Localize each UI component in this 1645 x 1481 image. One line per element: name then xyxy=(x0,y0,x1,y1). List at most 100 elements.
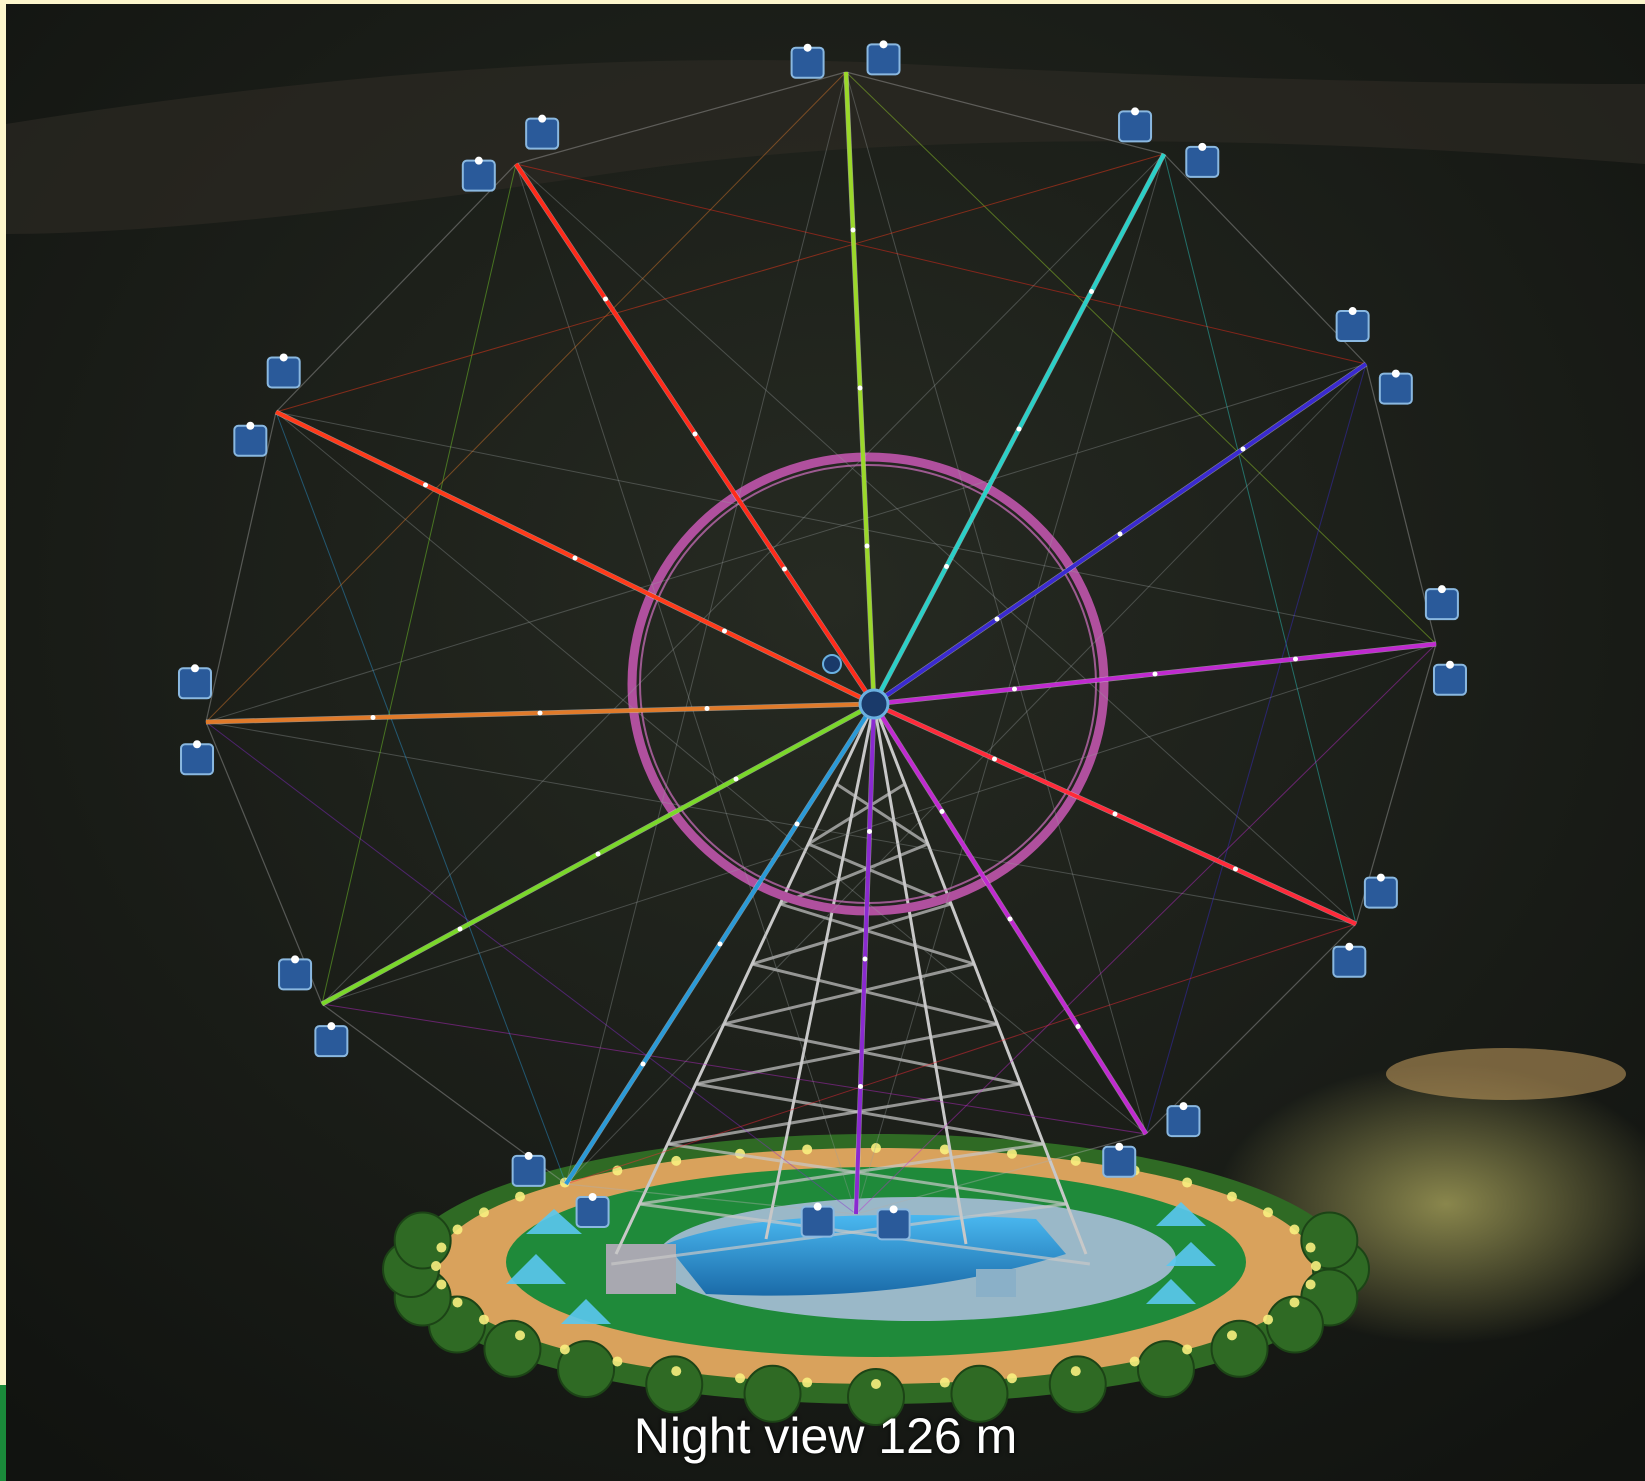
sparkle xyxy=(733,776,739,782)
plaza-light xyxy=(1305,1242,1316,1253)
gondola-light xyxy=(1376,873,1385,882)
tower-brace xyxy=(695,1082,1044,1146)
cable xyxy=(515,163,857,1215)
tree xyxy=(393,1211,452,1270)
gondola xyxy=(233,424,268,457)
tree xyxy=(1048,1355,1107,1414)
sparkle xyxy=(864,543,870,549)
cable xyxy=(205,721,857,1215)
gondola xyxy=(1335,310,1370,343)
gondola-light xyxy=(1445,660,1454,669)
cable xyxy=(515,163,1357,925)
gondola xyxy=(180,743,215,776)
sparkle xyxy=(1089,289,1094,294)
plaza-light xyxy=(1006,1373,1017,1384)
sparkle xyxy=(370,715,376,720)
tree xyxy=(743,1364,802,1423)
rim-cable xyxy=(515,71,847,165)
tree xyxy=(1136,1340,1195,1399)
trees xyxy=(382,1143,1370,1426)
gondola-light xyxy=(879,40,888,49)
gondola xyxy=(866,43,901,76)
tree xyxy=(847,1368,905,1426)
tower-brace xyxy=(639,1202,1091,1266)
gondola-light xyxy=(1115,1142,1124,1151)
cable xyxy=(845,71,1147,1135)
gondola xyxy=(1332,945,1367,978)
cable xyxy=(321,163,517,1005)
plaza-light xyxy=(871,1143,881,1153)
cable xyxy=(205,71,847,723)
plaza-light xyxy=(1311,1261,1321,1271)
gondola xyxy=(575,1195,610,1228)
gondola-light xyxy=(803,43,812,52)
plaza-light xyxy=(1226,1191,1237,1202)
plaza-light xyxy=(802,1144,813,1155)
tree xyxy=(645,1355,704,1414)
plaza-light xyxy=(478,1207,489,1218)
gondola-light xyxy=(813,1202,822,1211)
hub-rear xyxy=(822,654,842,674)
plaza-light xyxy=(1289,1297,1300,1308)
rim-cable xyxy=(845,71,1165,155)
gondola-light xyxy=(1437,585,1446,594)
cable xyxy=(1145,363,1367,1135)
ferris-wheel-scene xyxy=(6,4,1645,1481)
cable xyxy=(565,71,847,1185)
plaza-light xyxy=(1289,1224,1300,1235)
cables xyxy=(205,71,1437,1215)
sparkle xyxy=(537,710,543,716)
cable xyxy=(321,153,1165,1005)
gondola-light xyxy=(190,664,199,673)
gondola-light xyxy=(1131,107,1140,116)
gondola xyxy=(800,1205,835,1238)
sparkle xyxy=(1075,1024,1081,1029)
gondola xyxy=(525,117,560,150)
sparkle xyxy=(717,941,723,947)
gondola xyxy=(790,46,825,79)
sparkle xyxy=(572,555,578,561)
tower-brace xyxy=(751,962,998,1026)
sparkle xyxy=(939,809,945,814)
tower-leg xyxy=(872,703,1088,1255)
tents xyxy=(506,1202,1216,1324)
tower-brace xyxy=(695,1022,998,1086)
tower-brace xyxy=(779,902,975,966)
gondola xyxy=(1118,110,1153,143)
sparkle xyxy=(1152,671,1158,677)
rim-cable xyxy=(855,1133,1147,1215)
cable xyxy=(1163,153,1357,925)
sparkle xyxy=(862,956,868,962)
gondola-light xyxy=(1391,369,1400,378)
cable xyxy=(275,411,567,1185)
sparkles xyxy=(370,227,1298,1089)
cable xyxy=(275,411,1147,1135)
plaza-light xyxy=(1070,1155,1081,1166)
sparkle xyxy=(1117,531,1123,537)
plaza-light xyxy=(452,1297,463,1308)
gondola xyxy=(177,667,212,700)
gondola-light xyxy=(279,353,288,362)
edge-strip xyxy=(0,1385,6,1481)
tree xyxy=(557,1340,616,1399)
gondola-light xyxy=(1179,1102,1188,1111)
tree xyxy=(950,1364,1009,1423)
cable xyxy=(855,643,1437,1215)
sparkle xyxy=(722,628,727,634)
gondola-light xyxy=(193,740,202,749)
road-haze xyxy=(6,60,1645,234)
support-tower xyxy=(611,703,1091,1266)
gondola-light xyxy=(538,114,547,123)
plaza-light xyxy=(515,1330,526,1341)
sparkle xyxy=(1240,446,1246,452)
cable xyxy=(845,71,1437,645)
gondola-light xyxy=(1348,307,1357,316)
sparkle xyxy=(457,926,463,932)
sparkle xyxy=(1016,426,1022,432)
gondola xyxy=(1185,145,1220,178)
cable xyxy=(275,153,1165,413)
tower-brace xyxy=(751,902,952,966)
tower-brace xyxy=(807,842,952,906)
gondola xyxy=(461,159,496,192)
plaza-light xyxy=(1129,1356,1140,1367)
